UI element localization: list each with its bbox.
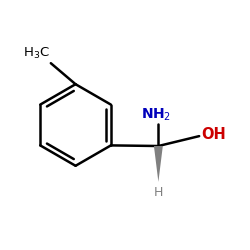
Text: H: H: [154, 186, 163, 198]
Polygon shape: [154, 146, 163, 182]
Text: OH: OH: [202, 128, 226, 142]
Text: H$_3$C: H$_3$C: [23, 46, 50, 61]
Text: NH$_2$: NH$_2$: [141, 106, 171, 122]
